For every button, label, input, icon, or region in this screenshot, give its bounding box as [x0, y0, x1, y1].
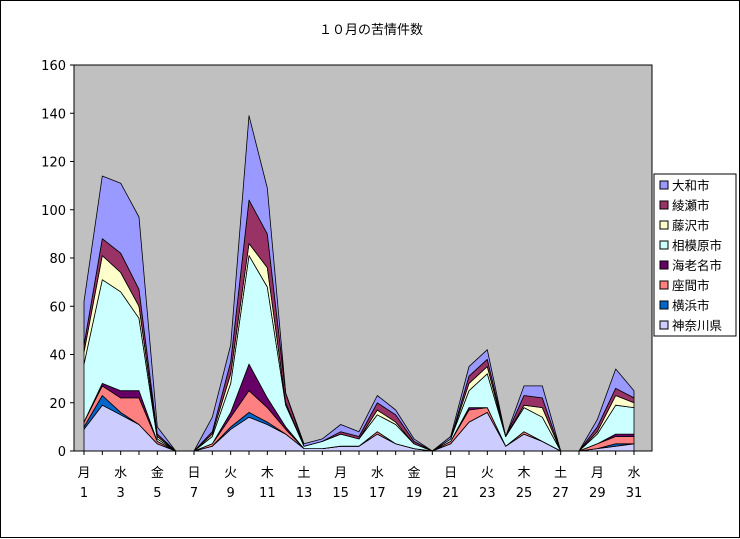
x-tick-number-label: 31: [626, 486, 643, 501]
legend-label: 相模原市: [672, 238, 722, 253]
x-tick-number-label: 15: [332, 486, 349, 501]
x-tick-number-label: 3: [117, 486, 125, 501]
x-tick-day-label: 日: [187, 466, 200, 481]
legend-label: 海老名市: [672, 258, 722, 273]
y-tick-label: 100: [41, 204, 66, 219]
x-tick-day-label: 金: [407, 465, 420, 481]
x-tick-day-label: 水: [371, 466, 384, 481]
legend-label: 神奈川県: [672, 318, 722, 333]
legend-swatch: [659, 200, 669, 210]
legend-swatch: [659, 280, 669, 290]
legend-swatch: [659, 260, 669, 270]
x-tick-number-label: 19: [406, 486, 423, 501]
legend-label: 藤沢市: [672, 218, 710, 233]
series-area-7: [83, 115, 635, 452]
legend-label: 綾瀬市: [672, 198, 710, 213]
y-tick-label: 40: [49, 349, 66, 364]
series-areas: [83, 115, 635, 452]
x-tick-number-label: 9: [227, 486, 235, 501]
x-tick-day-label: 水: [627, 466, 640, 481]
x-tick-day-label: 日: [444, 466, 457, 481]
legend-swatch: [659, 300, 669, 310]
legend-label: 大和市: [672, 178, 710, 193]
x-tick-number-label: 21: [442, 486, 459, 501]
x-tick-day-label: 水: [114, 466, 127, 481]
y-tick-label: 160: [41, 59, 66, 74]
x-tick-number-label: 13: [296, 486, 313, 501]
x-tick-number-label: 5: [153, 486, 161, 501]
x-tick-day-label: 木: [261, 466, 274, 481]
x-tick-number-label: 1: [80, 486, 88, 501]
x-tick-day-label: 月: [591, 466, 604, 481]
y-tick-label: 120: [41, 156, 66, 171]
legend-label: 横浜市: [672, 298, 710, 313]
x-axis: 月 1 水 3 金 5 日 7 火 9 木 11 土 13 月 15 水 17 金 19 日 21 火 23 木 25 土 27 月 29…: [74, 450, 652, 501]
x-tick-number-label: 23: [479, 486, 496, 501]
y-tick-label: 60: [49, 300, 66, 315]
x-tick-day-label: 月: [77, 466, 90, 481]
y-tick-label: 80: [49, 252, 66, 267]
legend-label: 座間市: [672, 278, 710, 293]
x-tick-day-label: 火: [224, 466, 237, 481]
x-tick-number-label: 11: [259, 486, 276, 501]
legend-swatch: [659, 320, 669, 330]
x-tick-number-label: 29: [589, 486, 606, 501]
x-tick-day-label: 金: [151, 465, 164, 481]
x-tick-day-label: 月: [334, 466, 347, 481]
x-tick-day-label: 木: [517, 466, 530, 481]
y-tick-label: 20: [49, 397, 66, 412]
x-tick-number-label: 25: [516, 486, 533, 501]
y-tick-label: 0: [58, 445, 66, 460]
legend-swatch: [659, 180, 669, 190]
x-tick-day-label: 火: [481, 466, 494, 481]
x-tick-number-label: 17: [369, 486, 386, 501]
x-tick-day-label: 土: [297, 466, 310, 481]
chart-title: １０月の苦情件数: [319, 22, 423, 38]
plot-area: [73, 64, 653, 452]
y-axis: 0 20 40 60 80 100 120 140 160: [41, 59, 75, 460]
legend-swatch: [659, 240, 669, 250]
x-tick-day-label: 土: [554, 466, 567, 481]
y-tick-label: 140: [41, 107, 66, 122]
x-tick-number-label: 7: [190, 486, 198, 501]
legend-swatch: [659, 220, 669, 230]
x-tick-number-label: 27: [552, 486, 569, 501]
